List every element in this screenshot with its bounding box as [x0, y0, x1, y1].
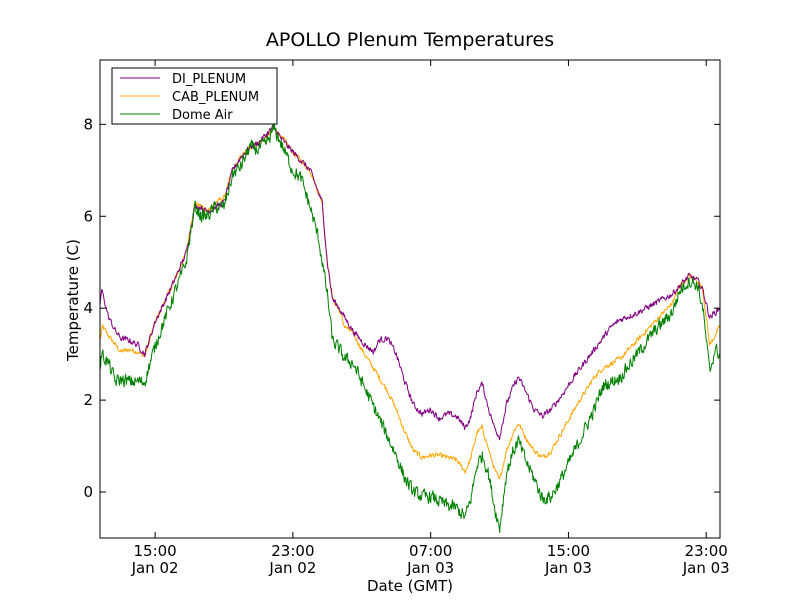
- series-layer: [99, 123, 721, 534]
- y-tick-label-2: 2: [83, 391, 93, 409]
- y-axis-label: Temperature (C): [64, 239, 82, 362]
- x-tick-label-time-0: 15:00: [133, 542, 176, 560]
- y-tick-label-0: 0: [83, 483, 93, 501]
- y-tick-label-8: 8: [83, 115, 93, 133]
- x-tick-label-date-1: Jan 02: [268, 559, 316, 577]
- chart-title: APOLLO Plenum Temperatures: [266, 29, 554, 51]
- series-line-di-plenum: [99, 124, 721, 441]
- legend-label-cab-plenum: CAB_PLENUM: [172, 90, 259, 105]
- legend-label-di-plenum: DI_PLENUM: [172, 72, 246, 87]
- x-axis-label: Date (GMT): [367, 577, 453, 595]
- plot-area-frame: [99, 59, 721, 539]
- legend-label-dome-air: Dome Air: [172, 108, 233, 123]
- y-tick-label-4: 4: [83, 299, 93, 317]
- legend: DI_PLENUM CAB_PLENUM Dome Air: [111, 67, 278, 125]
- y-tick-label-6: 6: [83, 207, 93, 225]
- x-tick-label-date-4: Jan 03: [682, 559, 730, 577]
- x-tick-label-date-2: Jan 03: [406, 559, 454, 577]
- x-tick-label-time-2: 07:00: [409, 542, 452, 560]
- x-tick-label-date-3: Jan 03: [544, 559, 592, 577]
- x-tick-label-date-0: Jan 02: [131, 559, 179, 577]
- x-tick-label-time-1: 23:00: [271, 542, 314, 560]
- x-tick-label-time-4: 23:00: [685, 542, 728, 560]
- series-line-cab-plenum: [99, 127, 721, 480]
- series-line-dome-air: [99, 123, 721, 534]
- x-tick-label-time-3: 15:00: [547, 542, 590, 560]
